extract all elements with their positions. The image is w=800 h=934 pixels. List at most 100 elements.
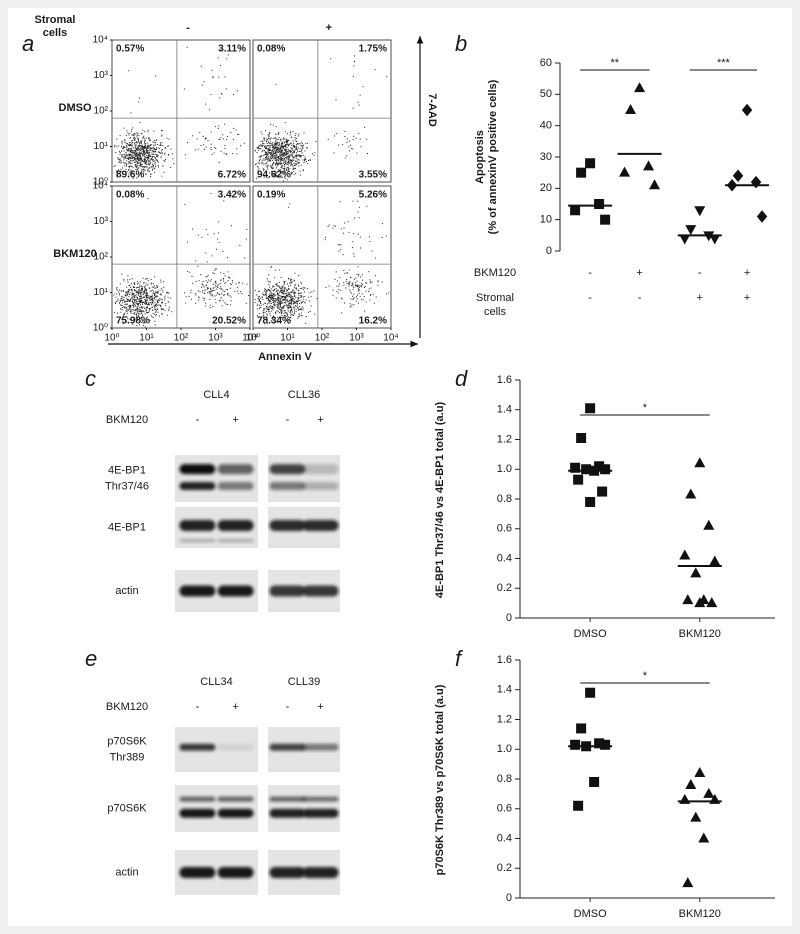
event-dot <box>166 137 168 139</box>
event-dot <box>275 149 277 151</box>
event-dot <box>296 141 298 143</box>
event-dot <box>277 296 279 298</box>
event-dot <box>230 284 232 285</box>
event-dot <box>290 296 292 298</box>
lane-label: - <box>286 701 290 713</box>
event-dot <box>154 285 156 287</box>
event-dot <box>302 309 304 311</box>
event-dot <box>148 149 150 151</box>
event-dot <box>349 144 351 146</box>
event-dot <box>287 157 289 158</box>
event-dot <box>262 298 264 300</box>
event-dot <box>274 294 276 296</box>
event-dot <box>275 287 277 289</box>
event-dot <box>126 300 128 302</box>
event-dot <box>302 286 304 288</box>
event-dot <box>284 152 286 153</box>
event-dot <box>280 151 282 153</box>
event-dot <box>123 159 125 161</box>
event-dot <box>137 302 139 304</box>
event-dot <box>289 149 291 151</box>
event-dot <box>125 143 127 145</box>
event-dot <box>287 290 289 291</box>
event-dot <box>200 65 202 67</box>
event-dot <box>147 296 149 298</box>
event-dot <box>146 300 148 302</box>
event-dot <box>154 149 156 150</box>
event-dot <box>355 137 357 139</box>
event-dot <box>269 172 270 174</box>
event-dot <box>128 70 130 72</box>
event-dot <box>144 322 146 324</box>
event-dot <box>122 167 123 169</box>
event-dot <box>358 206 360 208</box>
treatment-label: BKM120 <box>106 701 148 713</box>
event-dot <box>269 153 271 154</box>
blot-band <box>217 539 254 543</box>
event-dot <box>297 301 299 302</box>
event-dot <box>128 291 130 293</box>
event-dot <box>281 296 283 298</box>
event-dot <box>340 248 342 250</box>
event-dot <box>218 161 220 163</box>
quadrant-percent: 78.34% <box>257 316 291 327</box>
event-dot <box>140 156 141 157</box>
event-dot <box>163 286 165 288</box>
event-dot <box>120 169 122 170</box>
event-dot <box>327 225 329 227</box>
event-dot <box>150 144 152 146</box>
event-dot <box>139 165 141 167</box>
event-dot <box>161 299 163 301</box>
blot-band <box>269 796 306 802</box>
event-dot <box>282 138 284 140</box>
event-dot <box>116 288 118 290</box>
event-dot <box>146 157 148 159</box>
event-dot <box>289 303 291 305</box>
event-dot <box>287 283 288 285</box>
event-dot <box>285 150 287 152</box>
event-dot <box>140 165 142 167</box>
event-dot <box>282 287 284 289</box>
event-dot <box>231 225 232 227</box>
event-dot <box>152 291 154 293</box>
event-dot <box>274 174 275 176</box>
event-dot <box>121 295 123 297</box>
event-dot <box>289 302 291 304</box>
data-point <box>649 179 661 190</box>
event-dot <box>275 176 277 178</box>
event-dot <box>127 143 128 145</box>
event-dot <box>272 295 274 297</box>
event-dot <box>353 255 355 257</box>
event-dot <box>358 286 360 288</box>
event-dot <box>131 161 133 163</box>
event-dot <box>146 312 148 314</box>
event-dot <box>272 151 274 153</box>
event-dot <box>381 281 383 283</box>
event-dot <box>298 154 300 156</box>
event-dot <box>218 76 220 78</box>
event-dot <box>333 152 335 154</box>
event-dot <box>359 247 361 249</box>
data-point <box>570 739 581 750</box>
event-dot <box>129 133 131 135</box>
event-dot <box>279 269 281 271</box>
event-dot <box>263 175 265 177</box>
event-dot <box>124 155 126 157</box>
event-dot <box>263 143 265 145</box>
event-dot <box>270 149 272 151</box>
event-dot <box>266 166 268 168</box>
data-point <box>685 488 697 499</box>
event-dot <box>132 294 134 296</box>
event-dot <box>209 293 211 295</box>
blot-band <box>179 808 216 818</box>
event-dot <box>211 294 213 296</box>
event-dot <box>157 301 159 303</box>
y-tick-label: 20 <box>540 182 552 194</box>
event-dot <box>346 272 348 273</box>
event-dot <box>377 280 379 282</box>
event-dot <box>134 303 136 305</box>
event-dot <box>129 279 131 280</box>
event-dot <box>294 139 296 141</box>
event-dot <box>279 170 281 172</box>
event-dot <box>284 301 285 303</box>
